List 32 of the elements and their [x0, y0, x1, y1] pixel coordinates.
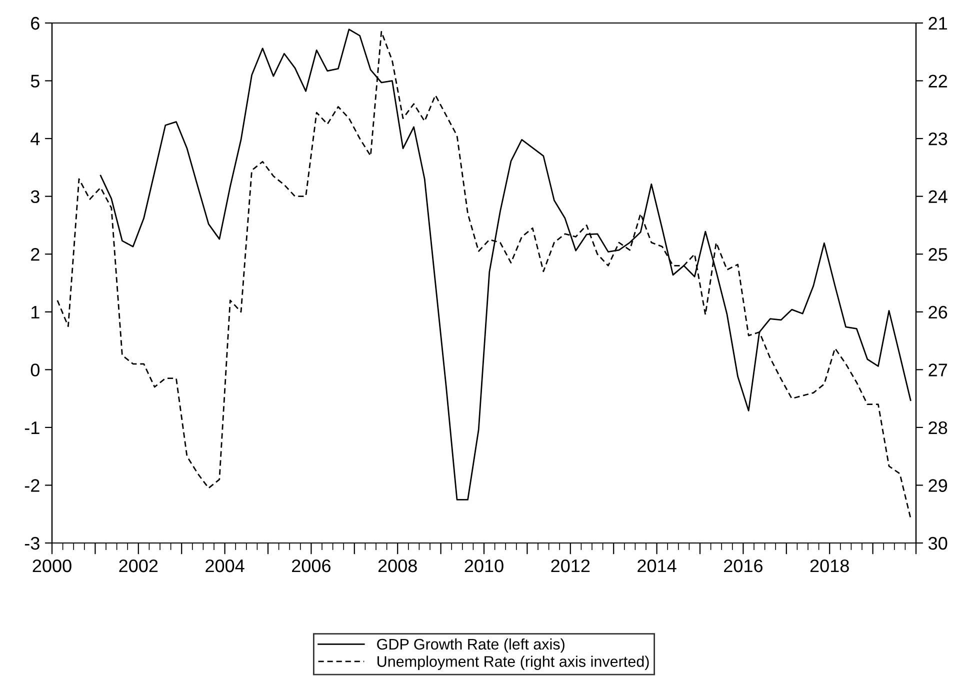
y-tick-label: 1: [32, 306, 40, 318]
x-tick-label: 2010: [464, 559, 504, 572]
y2-tick-label: 22: [928, 74, 947, 88]
legend-label: Unemployment Rate (right axis inverted): [378, 656, 649, 670]
y-tick-label: 0: [30, 364, 40, 376]
y-tick-label: 4: [30, 132, 40, 146]
x-tick-label: 2000: [32, 559, 72, 572]
x-tick-label: 2002: [119, 559, 158, 572]
y2-tick-label: 24: [928, 190, 948, 203]
y-tick-label: -2: [24, 479, 40, 492]
y-tick-label: -3: [24, 536, 40, 550]
y2-tick-label: 28: [928, 421, 948, 434]
x-tick-label: 2004: [206, 559, 244, 572]
y-tick-label: 6: [31, 16, 40, 30]
y-tick-label: -1: [24, 422, 40, 434]
y-tick-label: 2: [31, 248, 40, 261]
y2-tick-label: 25: [928, 248, 948, 261]
x-tick-label: 2014: [638, 559, 676, 572]
y-tick-label: 3: [30, 190, 40, 204]
y2-tick-label: 30: [928, 536, 948, 550]
x-tick-label: 2018: [810, 559, 849, 572]
y2-tick-label: 29: [928, 479, 948, 492]
y-tick-label: 5: [30, 74, 40, 88]
x-tick-label: 2006: [292, 559, 330, 572]
y2-tick-label: 27: [928, 364, 947, 376]
y2-tick-label: 23: [928, 132, 948, 146]
y2-tick-label: 21: [928, 16, 948, 30]
legend-label: GDP Growth Rate (left axis): [377, 638, 564, 653]
y2-tick-label: 26: [928, 306, 948, 319]
x-tick-label: 2016: [724, 559, 762, 572]
x-tick-label: 2008: [378, 559, 417, 572]
x-tick-label: 2012: [551, 559, 590, 572]
